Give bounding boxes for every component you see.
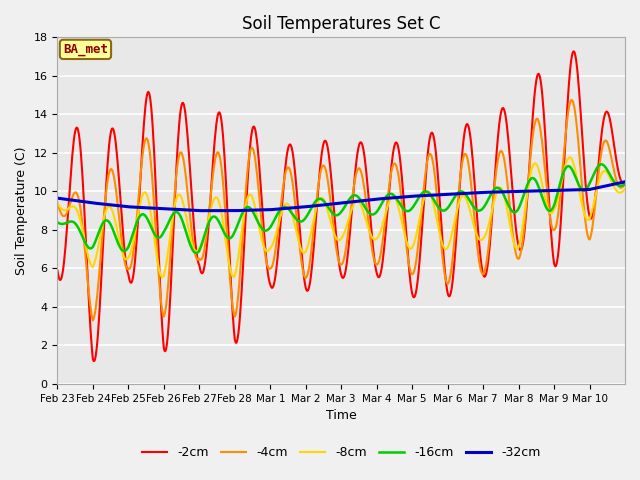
-8cm — [566, 154, 573, 160]
-4cm — [132, 227, 140, 233]
-4cm — [89, 318, 97, 324]
-8cm — [533, 163, 541, 168]
-16cm — [516, 202, 524, 208]
-2cm — [63, 234, 70, 240]
Legend: -2cm, -4cm, -8cm, -16cm, -32cm: -2cm, -4cm, -8cm, -16cm, -32cm — [137, 442, 545, 465]
-2cm — [533, 74, 541, 80]
Line: -2cm: -2cm — [58, 51, 625, 361]
-32cm — [533, 188, 541, 194]
-4cm — [179, 155, 187, 160]
Line: -32cm: -32cm — [58, 182, 625, 211]
-4cm — [63, 211, 70, 217]
-8cm — [516, 239, 524, 244]
-16cm — [193, 250, 200, 256]
-8cm — [159, 275, 166, 280]
-32cm — [63, 196, 70, 202]
-32cm — [131, 204, 139, 210]
X-axis label: Time: Time — [326, 409, 356, 422]
-4cm — [54, 200, 61, 206]
-32cm — [516, 189, 524, 194]
Title: Soil Temperatures Set C: Soil Temperatures Set C — [242, 15, 440, 33]
-2cm — [179, 100, 187, 106]
-16cm — [131, 225, 139, 230]
-8cm — [54, 200, 61, 206]
-16cm — [533, 180, 541, 186]
-32cm — [179, 207, 186, 213]
-8cm — [63, 207, 70, 213]
-2cm — [132, 250, 140, 255]
-2cm — [90, 358, 97, 364]
Y-axis label: Soil Temperature (C): Soil Temperature (C) — [15, 146, 28, 275]
-2cm — [54, 267, 61, 273]
-16cm — [63, 220, 70, 226]
-32cm — [54, 195, 61, 201]
-4cm — [568, 97, 575, 103]
Line: -8cm: -8cm — [58, 157, 625, 277]
-4cm — [516, 253, 524, 259]
-4cm — [533, 116, 541, 121]
Text: BA_met: BA_met — [63, 43, 108, 56]
-2cm — [516, 247, 524, 253]
Line: -16cm: -16cm — [58, 164, 625, 253]
-16cm — [598, 161, 605, 167]
-8cm — [179, 200, 187, 205]
-8cm — [131, 229, 139, 235]
-2cm — [462, 122, 470, 128]
-8cm — [462, 196, 470, 202]
-32cm — [195, 208, 203, 214]
-2cm — [621, 180, 629, 186]
-32cm — [621, 179, 629, 185]
-16cm — [179, 218, 186, 224]
-4cm — [462, 152, 470, 157]
Line: -4cm: -4cm — [58, 100, 625, 321]
-16cm — [462, 192, 470, 198]
-8cm — [621, 186, 629, 192]
-16cm — [621, 182, 629, 188]
-4cm — [621, 181, 629, 187]
-2cm — [570, 48, 578, 54]
-32cm — [462, 191, 470, 196]
-16cm — [54, 219, 61, 225]
